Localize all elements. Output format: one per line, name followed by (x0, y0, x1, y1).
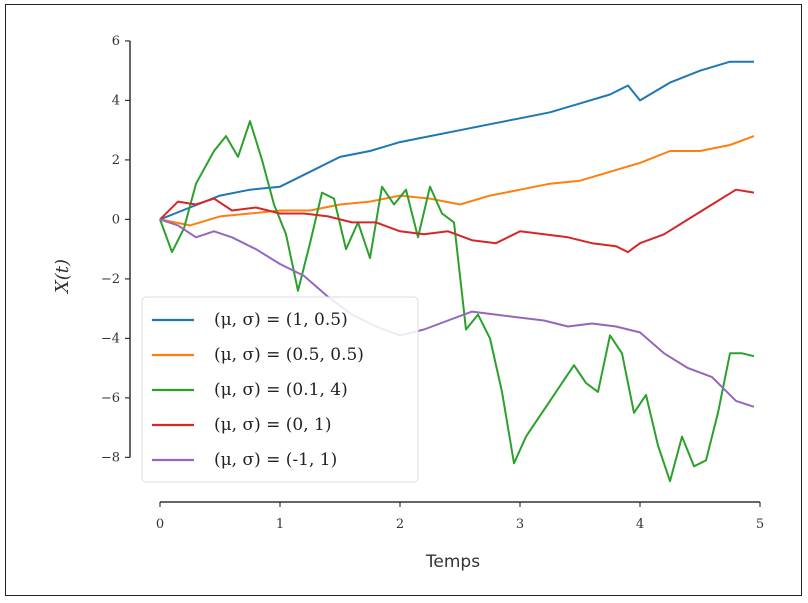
x-tick-label: 4 (636, 517, 644, 532)
y-ticks: 6 4 2 0 −2 −4 −6 −8 (101, 34, 130, 465)
y-tick-label: 0 (112, 212, 120, 227)
legend-label: (μ, σ) = (0.1, 4) (214, 380, 348, 400)
y-tick-label: −4 (101, 331, 120, 346)
y-tick-label: −6 (101, 391, 120, 406)
x-ticks: 0 1 2 3 4 5 (156, 502, 764, 532)
series-lines (159, 60, 755, 483)
x-tick-label: 3 (516, 517, 524, 532)
y-tick-label: −8 (101, 450, 120, 465)
series-line-2 (159, 135, 755, 227)
y-tick-label: 6 (112, 34, 120, 49)
legend: (μ, σ) = (1, 0.5) (μ, σ) = (0.5, 0.5) (μ, … (141, 296, 419, 483)
axes: 6 4 2 0 −2 −4 −6 −8 0 1 2 3 4 5 (101, 34, 764, 532)
x-tick-label: 2 (396, 517, 404, 532)
series-line-5 (159, 218, 755, 408)
y-tick-label: 2 (112, 153, 120, 168)
x-tick-label: 1 (276, 517, 284, 532)
series-line-1 (159, 60, 754, 221)
figure-frame (5, 4, 802, 596)
y-axis-label: X(t) (52, 259, 73, 295)
series-line-4 (159, 188, 755, 254)
y-tick-label: 4 (112, 93, 120, 108)
x-tick-label: 5 (756, 517, 764, 532)
series-line-3 (159, 120, 755, 483)
y-tick-label: −2 (101, 272, 120, 287)
legend-label: (μ, σ) = (0, 1) (214, 415, 331, 435)
legend-box (141, 296, 419, 483)
legend-label: (μ, σ) = (-1, 1) (214, 450, 337, 470)
legend-label: (μ, σ) = (1, 0.5) (214, 310, 348, 330)
x-axis-label: Temps (425, 552, 480, 572)
x-tick-label: 0 (156, 517, 164, 532)
legend-label: (μ, σ) = (0.5, 0.5) (214, 345, 364, 365)
